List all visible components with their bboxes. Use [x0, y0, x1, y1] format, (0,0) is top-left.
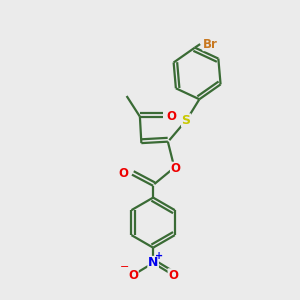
Text: S: S: [182, 114, 190, 127]
Text: −: −: [120, 262, 130, 272]
Text: +: +: [155, 251, 163, 262]
Text: O: O: [168, 269, 178, 282]
Text: N: N: [148, 256, 158, 269]
Text: O: O: [167, 110, 177, 123]
Text: O: O: [170, 162, 181, 175]
Text: Br: Br: [203, 38, 218, 51]
Text: O: O: [128, 269, 138, 282]
Text: O: O: [119, 167, 129, 180]
